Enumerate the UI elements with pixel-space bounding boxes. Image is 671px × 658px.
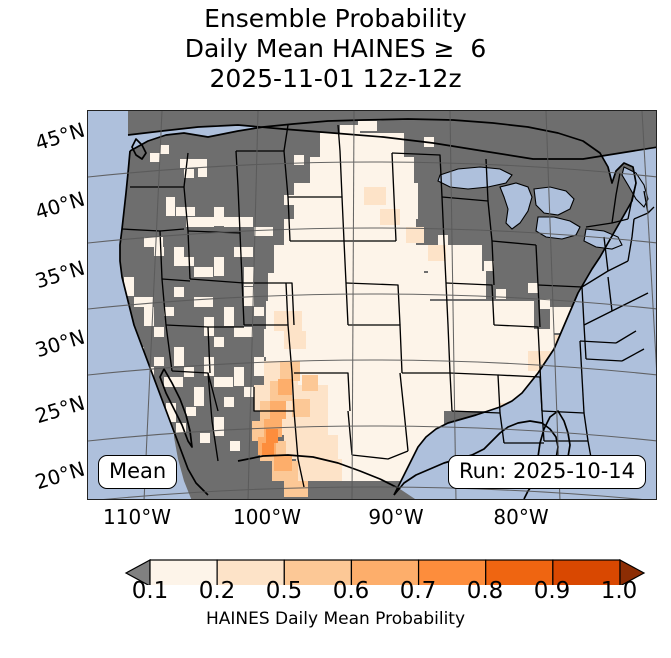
lat-label-40n: 40°N xyxy=(32,186,88,225)
colorbar-tick-3: 0.6 xyxy=(332,578,370,604)
lat-label-35n: 35°N xyxy=(32,255,88,294)
great-lakes xyxy=(437,166,649,250)
mean-annotation-label: Mean xyxy=(109,459,167,483)
lon-label-100w: 100°W xyxy=(233,505,301,529)
lat-label-30n: 30°N xyxy=(32,324,88,363)
title-line-2: Daily Mean HAINES ≥ 6 xyxy=(184,34,487,63)
national-borders xyxy=(119,118,656,499)
run-annotation-label: Run: 2025-10-14 xyxy=(458,459,635,483)
colorbar-segment-4 xyxy=(417,559,487,585)
colorbar-tick-6: 0.9 xyxy=(533,578,571,604)
colorbar-tick-4: 0.7 xyxy=(399,578,437,604)
map-canvas xyxy=(88,111,656,499)
colorbar-tick-2: 0.5 xyxy=(265,578,303,604)
map-plot-area[interactable]: Mean Run: 2025-10-14 xyxy=(87,110,657,500)
colorbar-swatches xyxy=(124,558,646,585)
colorbar-tick-0: 0.1 xyxy=(131,578,169,604)
colorbar-tick-5: 0.8 xyxy=(466,578,504,604)
lon-label-110w: 110°W xyxy=(103,505,171,529)
colorbar-segment-5 xyxy=(485,559,554,585)
graticule xyxy=(88,111,656,499)
colorbar-segment-0 xyxy=(149,559,218,585)
lon-label-80w: 80°W xyxy=(493,505,549,529)
title-line-3: 2025-11-01 12z-12z xyxy=(209,64,462,93)
colorbar-segment-3 xyxy=(350,559,420,585)
mean-annotation-box: Mean xyxy=(98,455,178,489)
colorbar-segment-6 xyxy=(552,559,621,585)
colorbar-over-arrow xyxy=(619,558,646,585)
lat-label-45n: 45°N xyxy=(32,117,88,156)
colorbar-segment-2 xyxy=(283,559,353,585)
lon-label-90w: 90°W xyxy=(368,505,424,529)
colorbar-tick-7: 1.0 xyxy=(600,578,638,604)
colorbar-axis-label: HAINES Daily Mean Probability xyxy=(205,609,466,629)
run-annotation-box: Run: 2025-10-14 xyxy=(447,455,646,489)
colorbar-tick-1: 0.2 xyxy=(198,578,236,604)
page-title: Ensemble Probability Daily Mean HAINES ≥… xyxy=(0,4,671,94)
colorbar[interactable]: 0.1 0.2 0.5 0.6 0.7 0.8 0.9 1.0 HAINES D… xyxy=(0,545,671,658)
title-line-1: Ensemble Probability xyxy=(204,4,467,33)
lat-label-20n: 20°N xyxy=(32,456,88,495)
lat-label-25n: 25°N xyxy=(32,390,88,429)
